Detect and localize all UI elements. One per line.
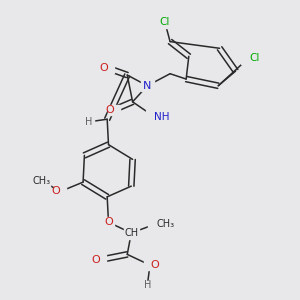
Text: O: O — [105, 105, 114, 115]
Text: O: O — [100, 63, 109, 74]
Bar — [146, 110, 162, 123]
Bar — [103, 218, 114, 227]
Text: CH₃: CH₃ — [32, 176, 51, 186]
Bar — [83, 118, 94, 126]
Bar — [54, 187, 66, 196]
Text: N: N — [143, 81, 152, 91]
Bar — [33, 174, 50, 188]
Text: NH: NH — [154, 112, 170, 122]
Text: CH₃: CH₃ — [157, 219, 175, 229]
Bar — [148, 217, 165, 230]
Bar — [124, 227, 139, 239]
Text: H: H — [85, 117, 92, 127]
Text: Cl: Cl — [160, 16, 170, 26]
Bar — [142, 281, 153, 290]
Bar — [144, 260, 156, 270]
Text: O: O — [104, 217, 113, 227]
Bar — [94, 255, 106, 265]
Bar — [141, 80, 154, 91]
Bar — [103, 64, 114, 73]
Text: O: O — [150, 260, 159, 270]
Bar — [241, 51, 257, 64]
Text: CH: CH — [124, 228, 138, 238]
Text: H: H — [144, 280, 151, 290]
Text: Cl: Cl — [249, 53, 260, 63]
Text: O: O — [52, 187, 60, 196]
Text: O: O — [92, 255, 100, 265]
Bar — [108, 105, 120, 115]
Bar — [157, 15, 173, 28]
